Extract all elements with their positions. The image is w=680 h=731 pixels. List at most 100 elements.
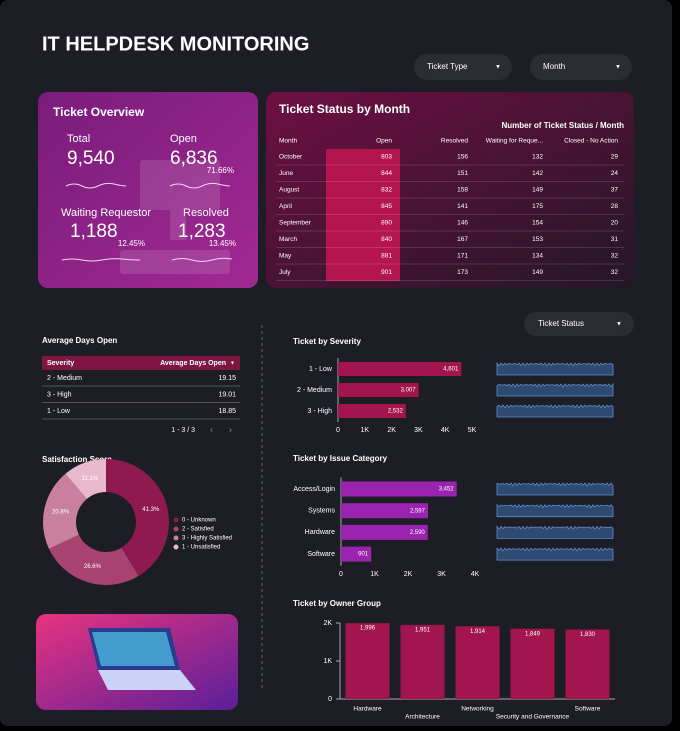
table-cell: 153	[532, 236, 543, 243]
table-cell: 158	[457, 187, 468, 194]
table-cell: April	[279, 203, 293, 210]
bar	[565, 629, 610, 699]
svg-text:▼: ▼	[615, 65, 621, 71]
filter[interactable]: Month ▼	[530, 54, 632, 80]
legend-label: 2 - Satisfied	[182, 527, 214, 533]
filter[interactable]: Ticket Type ▼	[414, 54, 512, 80]
table-cell: 844	[381, 170, 392, 177]
slice-label: 20.8%	[52, 510, 70, 516]
table-cell: 175	[532, 203, 543, 210]
table-cell: 19.01	[218, 391, 236, 398]
bar-label: 2,590	[410, 530, 426, 536]
x-tick-label: Security and Governance	[496, 714, 570, 721]
chart-title: Ticket by Issue Category	[293, 454, 388, 463]
legend-label: 0 - Unknown	[182, 518, 216, 524]
x-tick-label: Software	[575, 706, 601, 713]
slice-label: 41.3%	[142, 507, 160, 513]
legend-swatch	[173, 517, 179, 523]
filter-label[interactable]: Month	[543, 62, 565, 71]
x-tick-label: Networking	[461, 706, 494, 713]
kpi-value: 6,836	[170, 148, 218, 169]
table-cell: May	[279, 253, 292, 260]
illustration	[120, 160, 230, 274]
x-tick-label: 3K	[414, 427, 423, 434]
table-cell: 32	[611, 253, 619, 260]
status-filter[interactable]: Ticket Status ▼	[524, 312, 634, 336]
bar	[338, 404, 406, 418]
column-header: Resolved	[441, 138, 468, 145]
bar-label: 1,914	[470, 629, 486, 635]
slice-label: 26.6%	[84, 564, 102, 570]
bar-label: 2,532	[388, 409, 404, 415]
kpi-label: Resolved	[183, 207, 229, 219]
y-tick-label: 1K	[323, 658, 332, 665]
kpi-value: 1,283	[178, 221, 226, 242]
table-cell: September	[279, 220, 312, 227]
table-cell: 132	[532, 154, 543, 161]
bar	[341, 481, 457, 497]
column-header: Waiting for Reque...	[486, 138, 543, 145]
x-tick-label: 5K	[468, 427, 477, 434]
table-cell: 845	[381, 203, 392, 210]
donut-slice	[43, 473, 87, 549]
y-tick-label: 2K	[323, 620, 332, 627]
y-tick-label: 0	[328, 696, 332, 703]
svg-text:▼: ▼	[495, 65, 501, 71]
table-cell: 154	[532, 220, 543, 227]
y-tick-label: Systems	[308, 508, 335, 515]
filter-label[interactable]: Ticket Status	[538, 319, 584, 328]
bar	[338, 362, 462, 376]
legend-swatch	[173, 526, 179, 532]
table-cell: 37	[611, 187, 619, 194]
y-tick-label: Hardware	[305, 529, 335, 536]
x-tick-label: 3K	[437, 571, 446, 578]
bar-label: 901	[358, 552, 369, 558]
kpi-pct: 13.45%	[209, 239, 236, 248]
column-header: Closed - No Action	[564, 138, 618, 145]
table-cell: 167	[457, 236, 468, 243]
column-header: Open	[376, 138, 392, 145]
sparkline	[496, 503, 614, 518]
kpi-trend	[61, 182, 233, 262]
x-tick-label: 1K	[370, 571, 379, 578]
table-cell: 19.15	[218, 375, 236, 382]
table-cell: 171	[457, 253, 468, 260]
x-tick-label: 1K	[361, 427, 370, 434]
prev-page[interactable]: ‹	[210, 424, 213, 434]
table-cell: 890	[381, 220, 392, 227]
bar-label: 1,996	[360, 626, 376, 632]
x-tick-label: 2K	[387, 427, 396, 434]
table-cell: June	[279, 170, 293, 177]
table-cell: March	[279, 236, 297, 243]
x-tick-label: 2K	[404, 571, 413, 578]
kpi-pct: 71.66%	[207, 166, 234, 175]
bar	[338, 383, 419, 397]
table-cell: 142	[532, 170, 543, 177]
sparkline	[496, 382, 614, 397]
bar	[341, 546, 372, 562]
table-cell: 881	[381, 253, 392, 260]
x-tick-label: Hardware	[353, 706, 382, 713]
sparkline	[496, 525, 614, 539]
bar-label: 4,601	[443, 367, 459, 373]
status-table: Month Open Resolved Waiting for Reque... Clo…	[276, 138, 624, 281]
table-cell: 149	[532, 187, 543, 194]
column-header: Severity	[47, 360, 74, 367]
table-cell: 28	[611, 203, 619, 210]
card-title: Ticket Status by Month	[279, 102, 410, 116]
x-tick-label: 0	[339, 571, 343, 578]
table-cell: 32	[611, 269, 619, 276]
bar	[455, 626, 500, 699]
filter-label[interactable]: Ticket Type	[427, 62, 468, 71]
chart-title: Ticket by Severity	[293, 337, 361, 346]
table-cell: August	[279, 187, 299, 194]
table-cell: 803	[381, 154, 392, 161]
sparkline	[496, 404, 614, 418]
table-cell: 832	[381, 187, 392, 194]
next-page[interactable]: ›	[229, 424, 232, 434]
sparkline	[496, 482, 614, 496]
table-cell: 173	[457, 269, 468, 276]
table-cell: October	[279, 154, 303, 161]
bar	[341, 503, 428, 519]
x-tick-label: 4K	[471, 571, 480, 578]
